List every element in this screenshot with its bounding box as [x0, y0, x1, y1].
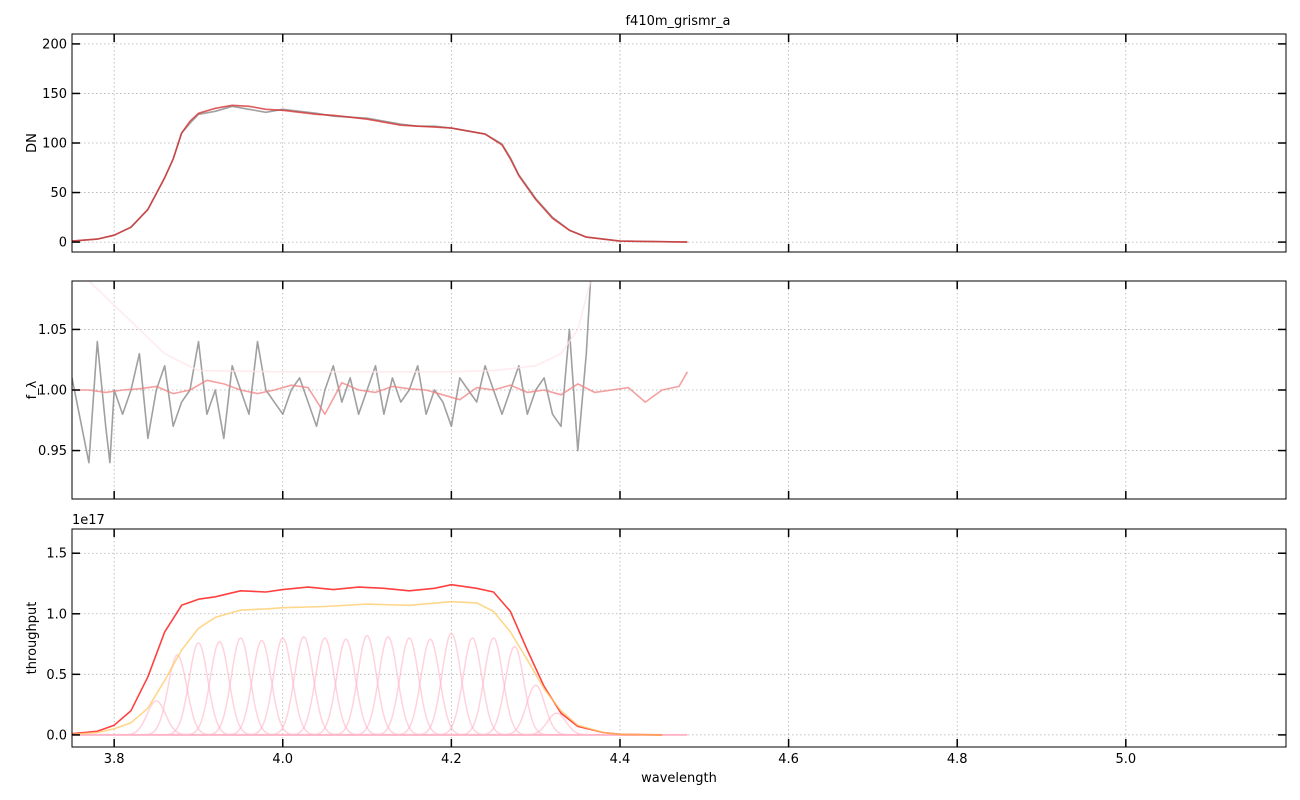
y-tick-label: 1.05 — [38, 323, 67, 338]
series-line — [72, 600, 663, 736]
series-line — [88, 281, 592, 373]
panels: 0 50 100 150 200 DN 0.95 1.00 1.05 f_λ 0.0 0.5 1.0 1.… — [25, 33, 1287, 786]
y-tick-label: 0.5 — [46, 668, 67, 683]
y-tick-label: 50 — [50, 186, 67, 201]
y-axis-label: DN — [25, 133, 40, 153]
plot-area — [72, 583, 688, 736]
panel-bottom: 0.0 0.5 1.0 1.5 3.8 4.0 4.2 4.4 4.6 4.8 5.0 through… — [25, 513, 1287, 786]
y-tick-label: 0.0 — [46, 728, 67, 743]
x-axis-label: wavelength — [641, 771, 717, 786]
x-tick-label: 5.0 — [1115, 752, 1136, 767]
x-tick-label: 4.6 — [778, 752, 799, 767]
y-tick-label: 150 — [42, 87, 67, 102]
x-tick-label: 4.8 — [947, 752, 968, 767]
panel-top: 0 50 100 150 200 DN — [25, 33, 1287, 253]
series-line — [72, 371, 689, 415]
offset-text: 1e17 — [72, 513, 105, 528]
y-tick-label: 0 — [59, 236, 67, 251]
axes-frame — [71, 528, 1287, 748]
series-line — [72, 281, 592, 464]
y-tick-label: 100 — [42, 137, 67, 152]
figure-title: f410m_grismr_a — [625, 14, 730, 29]
x-tick-label: 4.2 — [441, 752, 462, 767]
series-line — [72, 104, 688, 243]
x-tick-label: 4.0 — [272, 752, 293, 767]
y-tick-label: 1.5 — [46, 547, 67, 562]
x-tick-label: 3.8 — [104, 752, 125, 767]
panel-middle: 0.95 1.00 1.05 f_λ — [25, 280, 1287, 500]
x-tick-label: 4.4 — [610, 752, 631, 767]
y-tick-label: 0.95 — [38, 444, 67, 459]
y-axis-label: throughput — [25, 602, 40, 675]
y-tick-label: 200 — [42, 37, 67, 52]
y-tick-label: 1.0 — [46, 607, 67, 622]
y-tick-label: 1.00 — [38, 384, 67, 399]
y-axis-label: f_λ — [25, 380, 40, 399]
plot-area — [72, 281, 689, 464]
plot-area — [72, 104, 688, 243]
